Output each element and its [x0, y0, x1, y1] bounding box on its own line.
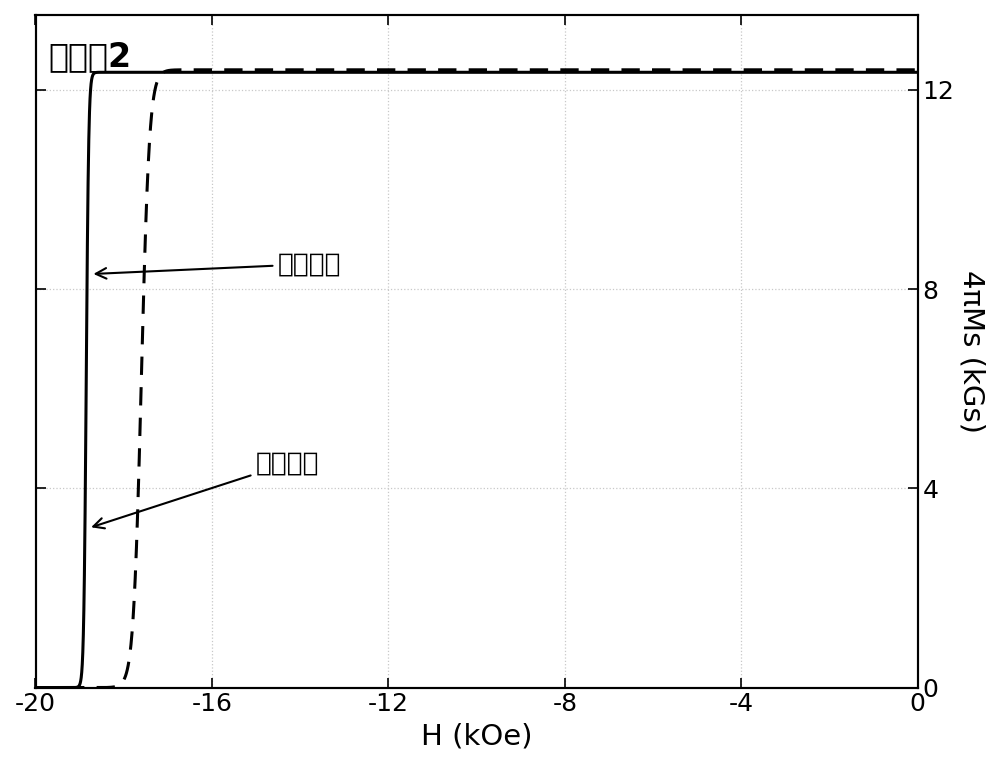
Y-axis label: 4πMs (kGs): 4πMs (kGs)	[957, 270, 985, 433]
Text: 热处理前: 热处理前	[96, 251, 342, 278]
Text: 热处理后: 热处理后	[93, 451, 320, 529]
X-axis label: H (kOe): H (kOe)	[421, 722, 532, 750]
Text: 实施例2: 实施例2	[49, 40, 132, 73]
